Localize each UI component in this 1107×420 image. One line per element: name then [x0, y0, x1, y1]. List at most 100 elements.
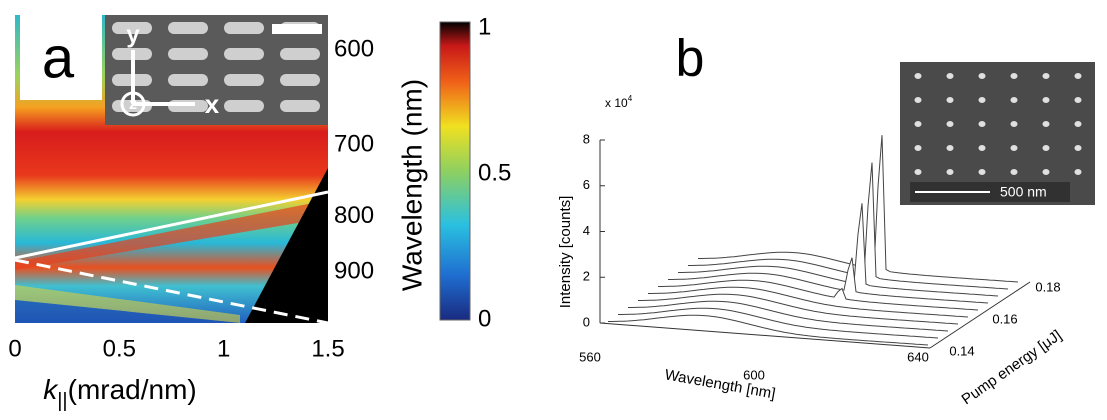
colorbar [439, 21, 471, 321]
mode-band [15, 200, 328, 270]
y-tick-label: 700 [334, 131, 374, 158]
z-tick-label: 0.14 [949, 343, 974, 358]
spectrum [618, 307, 939, 339]
y-tick-label: 800 [334, 202, 374, 229]
spectra [599, 135, 1031, 363]
y-tick-label: 600 [334, 35, 374, 62]
x-axis-symbol: k [43, 374, 59, 405]
nanoparticle [978, 97, 986, 103]
nanoparticle [1042, 73, 1050, 79]
nanorod [224, 22, 264, 34]
mode-band [15, 285, 240, 323]
nanoparticle [914, 121, 922, 127]
spectrum [628, 300, 949, 332]
nanoparticle [1010, 73, 1018, 79]
x-tick-label: 0.5 [103, 335, 136, 362]
x-axis-subscript: || [57, 390, 67, 412]
x-tick-label: 0 [8, 335, 21, 362]
nanoparticle [914, 145, 922, 151]
light-line [14, 190, 329, 260]
nanorod [224, 74, 264, 86]
x-axis-label: k||(mrad/nm) [43, 374, 197, 412]
y-tick-label: 0 [583, 314, 590, 329]
nanoparticle [1074, 169, 1082, 175]
nanorod [280, 48, 320, 60]
nanoparticle [1074, 73, 1082, 79]
nanorod [112, 22, 152, 34]
y-multiplier: x 104 [605, 94, 633, 110]
z-axis-label: Pump energy [μJ] [959, 327, 1065, 409]
z-tick-label: 0.16 [992, 311, 1017, 326]
panel-a: y z x a Wavelength (nm) k||(mrad/nm) [14, 15, 471, 412]
light-line [14, 258, 329, 325]
colorbar-tick-label: 1 [478, 13, 491, 40]
spectrum [698, 135, 1018, 300]
nanoparticle [1042, 97, 1050, 103]
nanoparticle [1074, 97, 1082, 103]
nanoparticle [946, 73, 954, 79]
nanoparticle [914, 169, 922, 175]
colorbar-tick-label: 0 [478, 305, 491, 332]
spectrum [608, 315, 928, 363]
nanoparticle [914, 97, 922, 103]
base-axis [929, 281, 1031, 349]
y-axis-label: Wavelength (nm) [396, 79, 427, 291]
scale-bar [272, 24, 322, 34]
spectrum [638, 293, 959, 325]
panel-label: a [42, 25, 75, 90]
y-tick-label: 900 [334, 258, 374, 285]
multiplier-exp: 4 [628, 94, 633, 103]
nanoparticle [1074, 145, 1082, 151]
y-tick-label: 6 [583, 177, 590, 192]
nanoparticle [1042, 169, 1050, 175]
scale-bar-label: 500 nm [1000, 184, 1047, 200]
spectrum [678, 203, 999, 297]
nanorod [168, 74, 208, 86]
nanoparticle [1074, 121, 1082, 127]
inset-axis-label: y [126, 21, 140, 48]
sem-inset [900, 62, 1095, 205]
nanoparticle [1010, 121, 1018, 127]
inset-axis-label: x [205, 89, 220, 119]
spectrum [658, 279, 979, 311]
panel-label-box [20, 15, 102, 100]
nanoparticle [946, 169, 954, 175]
spectrum [668, 257, 989, 304]
inset-axis-label: z [129, 96, 137, 113]
y-tick-label: 8 [583, 131, 590, 146]
nanorod [280, 74, 320, 86]
light-cone [245, 168, 328, 323]
nanoparticle [946, 121, 954, 127]
nanoparticle [1042, 121, 1050, 127]
x-tick-label: 1.5 [311, 335, 344, 362]
y-tick-label: 2 [583, 269, 590, 284]
panel-b: b x 104 Intensity [counts] Wavelength [n… [557, 30, 1095, 409]
base-axis [599, 322, 931, 349]
x-axis-unit: (mrad/nm) [68, 374, 197, 405]
spectrum [608, 314, 929, 346]
y-tick-label: 4 [583, 223, 590, 238]
nanoparticle [978, 169, 986, 175]
nanorods [112, 22, 320, 112]
x-tick-label: 560 [579, 349, 601, 364]
nanoparticle [1010, 97, 1018, 103]
nanoparticle [978, 121, 986, 127]
y-axis-label: Intensity [counts] [557, 196, 574, 309]
nanoparticle [914, 73, 922, 79]
nanorod [168, 22, 208, 34]
nanoparticle [978, 73, 986, 79]
z-tick-label: 0.18 [1035, 279, 1060, 294]
colorbar-tick-label: 0.5 [478, 159, 511, 186]
x-tick-label: 1 [217, 335, 230, 362]
x-tick-label: 640 [907, 349, 929, 364]
nanorod [224, 100, 264, 112]
multiplier-base: x 10 [605, 96, 628, 110]
nanoparticle [946, 145, 954, 151]
mode-band [15, 300, 240, 323]
nanoparticle [946, 97, 954, 103]
x-tick-label: 600 [743, 367, 765, 382]
nanorod [168, 48, 208, 60]
spectrum [648, 286, 969, 318]
nanoparticle [978, 145, 986, 151]
